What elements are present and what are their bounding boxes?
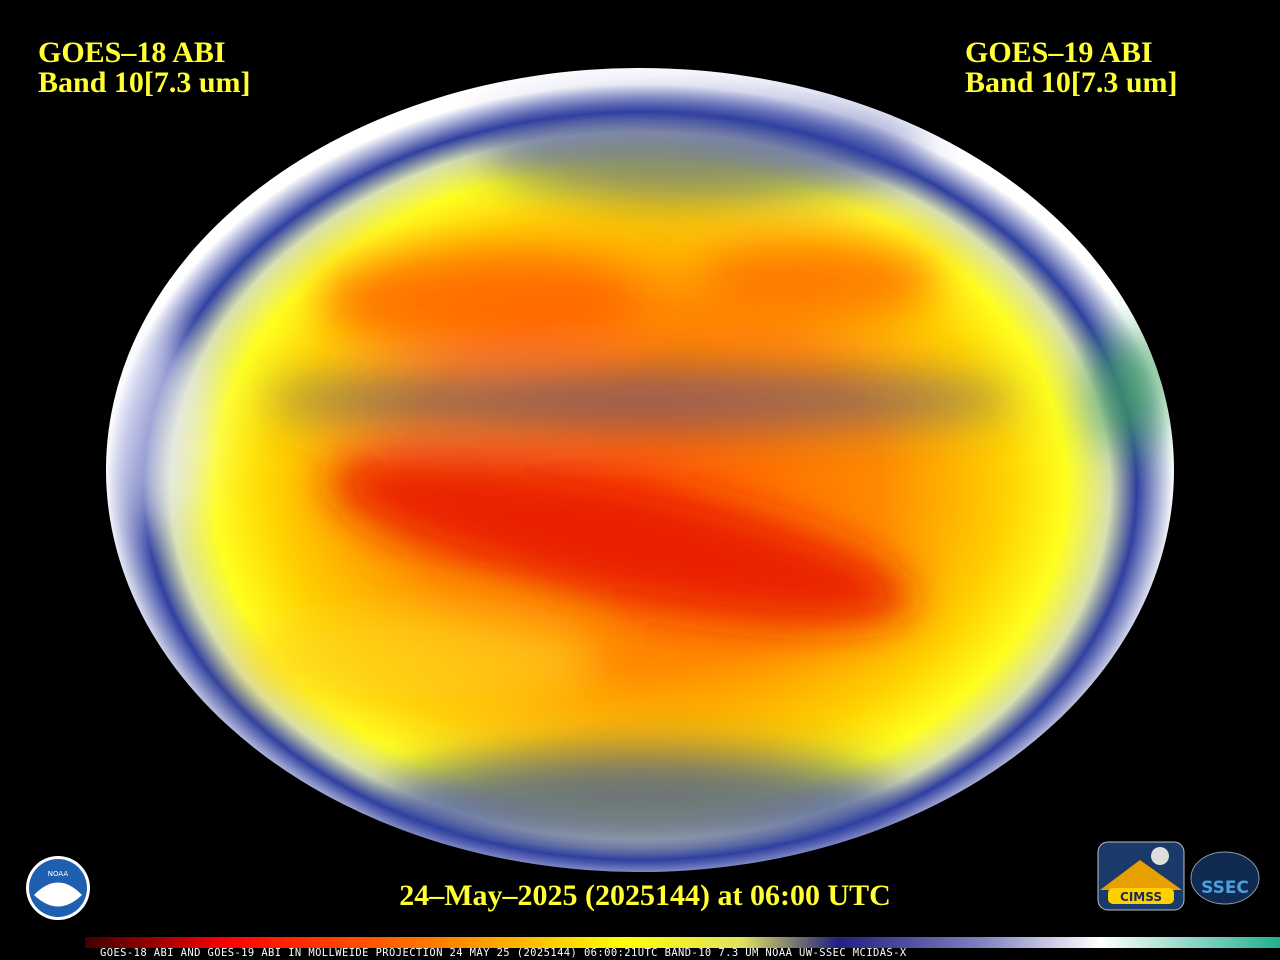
right-band: Band 10[7.3 um] (965, 66, 1178, 99)
color-bar (85, 937, 1280, 948)
cimss-text: CIMSS (1120, 890, 1162, 904)
noaa-text: NOAA (48, 870, 69, 878)
noaa-logo: NOAA (26, 856, 90, 920)
ssec-logo: SSEC (1190, 851, 1260, 905)
timestamp: 24–May–2025 (2025144) at 06:00 UTC (399, 879, 891, 912)
left-band: Band 10[7.3 um] (38, 66, 251, 99)
ssec-text: SSEC (1201, 878, 1249, 898)
left-satellite: GOES–18 ABI (38, 36, 226, 69)
cimss-logo: CIMSS (1097, 841, 1185, 911)
right-satellite: GOES–19 ABI (965, 36, 1153, 69)
cloud-patterns (110, 100, 1170, 850)
footer-text: GOES-18 ABI AND GOES-19 ABI IN MOLLWEIDE… (100, 947, 907, 959)
